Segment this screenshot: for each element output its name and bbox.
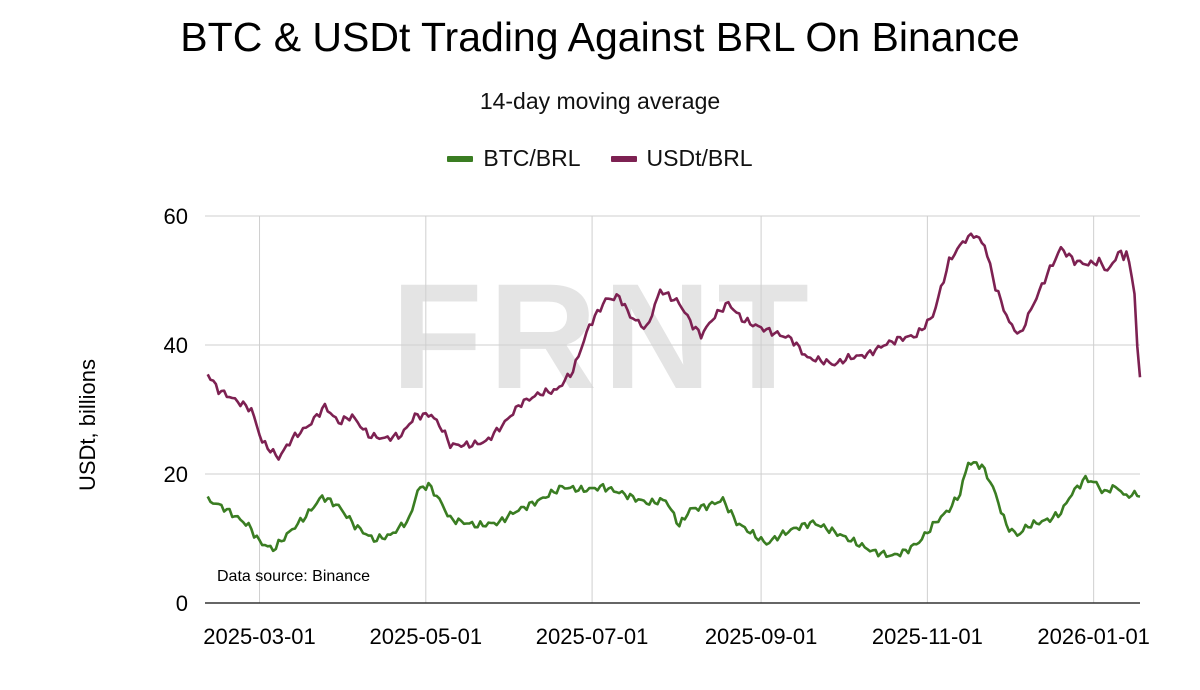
x-tick-label: 2026-01-01 xyxy=(1037,624,1150,649)
legend-swatch-usdt xyxy=(610,155,637,162)
series-line-btc-brl xyxy=(206,461,1141,559)
legend: BTC/BRL USDt/BRL xyxy=(0,145,1200,172)
legend-label-usdt: USDt/BRL xyxy=(646,145,753,171)
y-axis-label: USDt, billions xyxy=(75,358,100,492)
data-source-note: Data source: Binance xyxy=(217,568,370,585)
chart-subtitle: 14-day moving average xyxy=(479,88,721,114)
axes: 0 20 40 60 2025-03-01 2025-05-01 2025-07-01 202… xyxy=(164,204,1150,649)
series-lines xyxy=(206,232,1142,559)
x-tick-label: 2025-09-01 xyxy=(705,624,818,649)
y-tick-label: 40 xyxy=(164,333,188,358)
legend-item-btc: BTC/BRL xyxy=(447,145,581,172)
x-tick-label: 2025-07-01 xyxy=(536,624,649,649)
watermark: FRNT xyxy=(391,252,815,420)
x-tick-label: 2025-11-01 xyxy=(872,624,983,649)
series-line-usdt-brl xyxy=(206,232,1142,461)
y-tick-label: 60 xyxy=(164,204,188,229)
legend-swatch-btc xyxy=(447,155,474,162)
y-tick-label: 20 xyxy=(164,462,188,487)
chart-title: BTC & USDt Trading Against BRL On Binanc… xyxy=(180,14,1020,60)
legend-item-usdt: USDt/BRL xyxy=(610,145,753,172)
x-tick-label: 2025-03-01 xyxy=(203,624,316,649)
y-tick-label: 0 xyxy=(176,591,188,616)
x-tick-label: 2025-05-01 xyxy=(370,624,483,649)
legend-label-btc: BTC/BRL xyxy=(483,145,581,171)
